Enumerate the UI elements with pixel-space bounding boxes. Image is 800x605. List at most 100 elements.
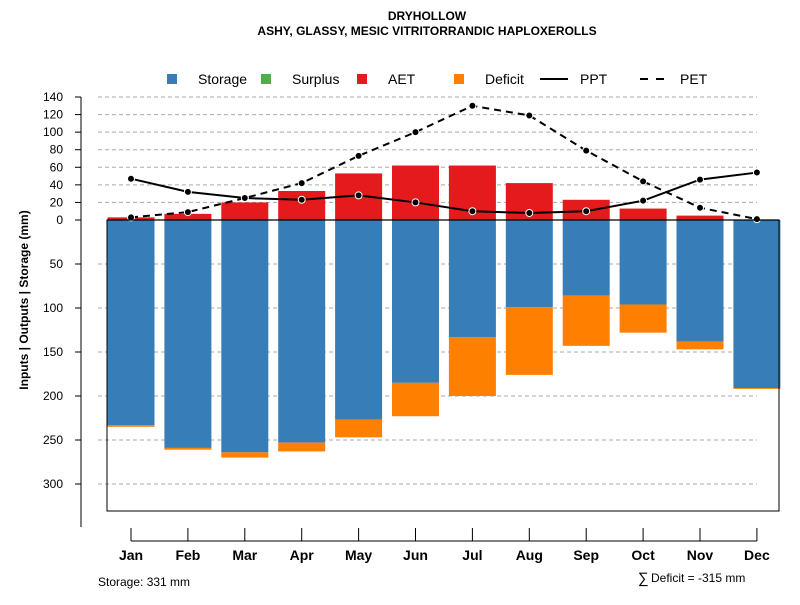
y-tick-label-pos-40: 40 xyxy=(50,178,64,192)
x-tick-label-aug: Aug xyxy=(516,547,543,563)
bar-deficit-apr xyxy=(278,442,326,452)
bar-storage-aug xyxy=(505,220,553,308)
point-pet-jan xyxy=(127,213,135,222)
bar-storage-jun xyxy=(392,220,439,383)
legend-label-pet: PET xyxy=(680,71,708,87)
point-ppt-jul xyxy=(468,207,477,216)
point-ppt-apr xyxy=(297,195,306,204)
point-pet-apr xyxy=(297,179,306,188)
point-pet-jun xyxy=(411,128,420,137)
x-tick-label-may: May xyxy=(345,547,372,563)
y-tick-label-pos-60: 60 xyxy=(50,160,64,174)
lines xyxy=(127,101,761,224)
x-tick-label-jun: Jun xyxy=(403,547,428,563)
bar-storage-apr xyxy=(278,220,326,443)
x-tick-label-apr: Apr xyxy=(290,547,315,563)
bars xyxy=(107,165,781,458)
legend-swatch-storage xyxy=(167,74,177,84)
legend: Storage Surplus AET Deficit PPT PET xyxy=(167,71,708,87)
bar-storage-jan xyxy=(107,220,155,426)
bar-deficit-feb xyxy=(164,447,212,450)
line-pet xyxy=(130,104,758,221)
point-pet-sep xyxy=(582,146,591,155)
point-pet-feb xyxy=(183,208,192,217)
point-ppt-jun xyxy=(411,198,420,207)
bar-aet-feb xyxy=(164,213,212,220)
bar-deficit-may xyxy=(335,419,383,438)
point-ppt-mar xyxy=(240,194,249,203)
sum-symbol: ∑ xyxy=(638,570,649,587)
bar-storage-feb xyxy=(164,220,212,448)
x-tick-label-jan: Jan xyxy=(119,547,143,563)
y-tick-label-neg-200: 200 xyxy=(43,389,63,403)
bar-aet-mar xyxy=(221,202,269,220)
bar-deficit-jul xyxy=(448,337,496,396)
legend-label-ppt: PPT xyxy=(580,71,608,87)
bar-deficit-mar xyxy=(221,452,269,458)
bar-deficit-dec xyxy=(733,388,781,389)
chart-title: DRYHOLLOW xyxy=(388,9,467,23)
point-pet-jul xyxy=(468,101,477,110)
y-tick-label-pos-100: 100 xyxy=(43,125,63,139)
legend-swatch-surplus xyxy=(261,74,271,84)
bar-aet-apr xyxy=(278,191,326,220)
x-tick-label-jul: Jul xyxy=(462,547,482,563)
point-ppt-aug xyxy=(525,208,534,217)
y-tick-label-neg-150: 150 xyxy=(43,345,63,359)
bar-deficit-aug xyxy=(505,307,553,375)
point-ppt-feb xyxy=(183,187,192,196)
legend-label-surplus: Surplus xyxy=(292,71,339,87)
y-tick-label-neg-100: 100 xyxy=(43,301,63,315)
line-ppt xyxy=(130,171,758,214)
bar-deficit-jun xyxy=(392,382,439,417)
point-ppt-oct xyxy=(639,196,648,205)
x-tick-label-feb: Feb xyxy=(175,547,200,563)
bar-storage-dec xyxy=(733,220,781,389)
bar-deficit-sep xyxy=(562,295,610,346)
bar-storage-oct xyxy=(619,220,667,305)
y-tick-label-neg-50: 50 xyxy=(50,257,64,271)
x-tick-label-oct: Oct xyxy=(631,547,655,563)
legend-label-storage: Storage xyxy=(198,71,247,87)
legend-label-aet: AET xyxy=(388,71,416,87)
y-tick-label-neg-300: 300 xyxy=(43,477,63,491)
x-tick-label-mar: Mar xyxy=(232,547,257,563)
point-pet-dec xyxy=(752,215,761,224)
x-tick-label-sep: Sep xyxy=(573,547,599,563)
deficit-note: Deficit = -315 mm xyxy=(651,571,745,585)
y-tick-label-neg-250: 250 xyxy=(43,433,63,447)
axes: 0 20 40 60 80 100 120 140 50 100 150 200 250 300 Jan Fe… xyxy=(43,90,780,563)
y-tick-label-pos-140: 140 xyxy=(43,90,63,104)
y-tick-label-pos-20: 20 xyxy=(50,195,64,209)
point-pet-may xyxy=(354,151,363,160)
legend-swatch-aet xyxy=(357,74,367,84)
point-ppt-nov xyxy=(696,175,704,184)
y-tick-label-pos-0: 0 xyxy=(56,213,63,227)
point-ppt-may xyxy=(354,191,363,200)
storage-note: Storage: 331 mm xyxy=(98,575,190,589)
point-pet-oct xyxy=(639,177,648,186)
bar-aet-nov xyxy=(676,215,724,220)
bar-deficit-nov xyxy=(676,341,724,350)
point-ppt-dec xyxy=(752,168,761,177)
bar-storage-sep xyxy=(562,220,610,296)
chart-subtitle: ASHY, GLASSY, MESIC VITRITORRANDIC HAPLO… xyxy=(257,24,596,38)
y-tick-label-pos-120: 120 xyxy=(43,108,63,122)
bar-storage-jul xyxy=(448,220,496,338)
point-ppt-sep xyxy=(582,207,591,216)
bar-aet-jun xyxy=(392,165,439,220)
bar-deficit-jan xyxy=(107,425,155,427)
bar-storage-may xyxy=(335,220,383,420)
point-pet-nov xyxy=(696,203,704,212)
legend-label-deficit: Deficit xyxy=(485,71,524,87)
legend-swatch-deficit xyxy=(454,74,464,84)
bar-deficit-oct xyxy=(619,304,667,333)
point-pet-aug xyxy=(525,111,534,120)
bar-storage-mar xyxy=(221,220,269,453)
bar-aet-oct xyxy=(619,208,667,220)
bar-storage-nov xyxy=(676,220,724,342)
x-tick-label-nov: Nov xyxy=(687,547,714,563)
x-tick-label-dec: Dec xyxy=(744,547,770,563)
